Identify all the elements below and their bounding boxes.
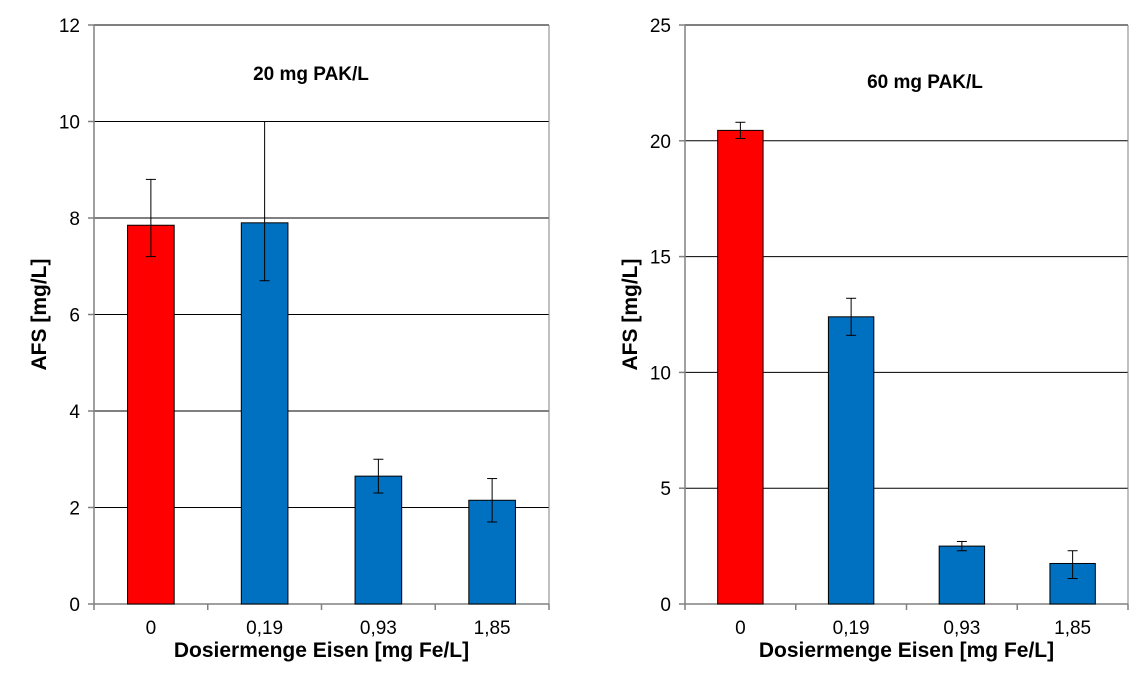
- bar-0-19: [240, 222, 289, 605]
- y-axis-label: AFS [mg/L]: [619, 259, 642, 371]
- chart-right: 0 5 10 15 20 25 0 0,19 0,93 1,85 60 mg PAK/L Dosier…: [619, 16, 1129, 662]
- bar-0: [717, 129, 764, 605]
- y-tick-label: 5: [660, 479, 671, 500]
- x-tick-label: 0: [146, 618, 157, 639]
- y-tick-label: 10: [59, 113, 80, 134]
- bar-0: [127, 224, 175, 605]
- y-tick-label: 6: [69, 306, 80, 327]
- y-tick-label: 12: [59, 16, 80, 37]
- y-tick-label: 25: [650, 16, 671, 37]
- panel-title: 60 mg PAK/L: [867, 72, 983, 93]
- x-axis-label: Dosiermenge Eisen [mg Fe/L]: [174, 639, 469, 662]
- y-tick-label: 20: [650, 132, 671, 153]
- bar-0-19: [827, 316, 875, 605]
- x-tick-label: 1,85: [474, 618, 511, 639]
- x-tick-label: 0: [735, 618, 746, 639]
- panel-title: 20 mg PAK/L: [253, 64, 369, 85]
- bar-0-93: [938, 545, 986, 605]
- x-tick-label: 0,93: [943, 618, 980, 639]
- y-tick-label: 8: [69, 209, 80, 230]
- y-tick-label: 0: [660, 595, 671, 616]
- x-tick-label: 0,93: [360, 618, 397, 639]
- x-tick-label: 1,85: [1054, 618, 1091, 639]
- y-axis-label: AFS [mg/L]: [28, 259, 51, 371]
- x-tick-label: 0,19: [833, 618, 870, 639]
- chart-left: 0 2 4 6 8 10 12 0 0,19 0,93 1,85 20 mg PAK/L Dosierm…: [28, 16, 550, 662]
- x-tick-label: 0,19: [246, 618, 283, 639]
- y-tick-label: 10: [650, 363, 671, 384]
- y-tick-label: 4: [69, 402, 80, 423]
- y-tick-label: 0: [69, 595, 80, 616]
- y-tick-label: 2: [69, 499, 80, 520]
- x-axis-label: Dosiermenge Eisen [mg Fe/L]: [759, 639, 1054, 662]
- bar-0-93: [354, 475, 403, 605]
- y-tick-label: 15: [650, 248, 671, 269]
